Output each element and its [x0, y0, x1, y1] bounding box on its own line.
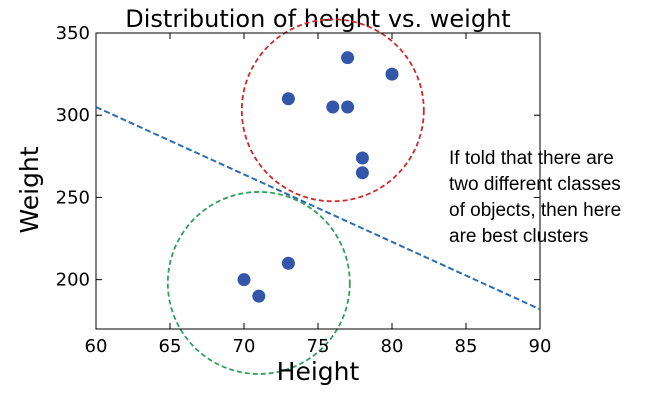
- annotation-text: If told that there are two different clas…: [449, 148, 621, 247]
- x-axis-ticks: 60 65 70 75 80 85 90: [85, 33, 552, 357]
- x-tick-label: 65: [159, 336, 182, 357]
- y-axis-label: Weight: [15, 146, 44, 233]
- data-point: [385, 67, 399, 81]
- y-tick-label: 300: [56, 105, 90, 126]
- x-tick-label: 85: [455, 336, 478, 357]
- annotation-line: are best clusters: [449, 226, 588, 247]
- chart-title: Distribution of height vs. weight: [125, 5, 510, 33]
- data-points: [237, 51, 399, 303]
- cluster-circles: [166, 18, 425, 375]
- data-point: [341, 100, 355, 114]
- y-tick-label: 250: [56, 187, 90, 208]
- data-point: [341, 51, 355, 65]
- annotation-line: two different classes: [449, 174, 621, 195]
- data-point: [252, 289, 266, 303]
- x-tick-label: 70: [233, 336, 256, 357]
- data-point: [326, 100, 340, 114]
- data-point: [355, 166, 369, 180]
- cluster-circle-2: [166, 191, 351, 375]
- annotation-line: If told that there are: [449, 148, 614, 169]
- annotation-line: of objects, then here: [449, 200, 621, 221]
- data-point: [281, 256, 295, 270]
- data-point: [237, 273, 251, 287]
- x-tick-label: 80: [381, 336, 404, 357]
- x-tick-label: 75: [307, 336, 330, 357]
- data-point: [281, 92, 295, 106]
- data-point: [355, 151, 369, 165]
- separator-line: [95, 106, 541, 311]
- x-tick-label: 90: [529, 336, 552, 357]
- x-axis-label: Height: [277, 357, 360, 386]
- x-tick-label: 60: [85, 336, 108, 357]
- y-axis-ticks: 200 250 300 350: [56, 23, 540, 291]
- y-tick-label: 350: [56, 23, 90, 44]
- cluster-circle-1: [240, 18, 425, 203]
- y-tick-label: 200: [56, 270, 90, 291]
